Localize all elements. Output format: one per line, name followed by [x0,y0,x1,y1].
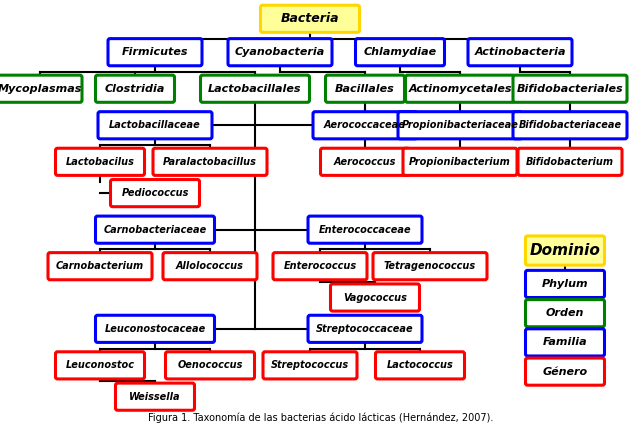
Text: Mycoplasmas: Mycoplasmas [0,84,82,94]
FancyBboxPatch shape [116,383,195,410]
FancyBboxPatch shape [261,5,360,33]
Text: Actinomycetales: Actinomycetales [408,84,512,94]
Text: Leuconostoc: Leuconostoc [65,360,135,370]
Text: Oenococcus: Oenococcus [177,360,243,370]
FancyBboxPatch shape [376,352,465,379]
Text: Vagococcus: Vagococcus [343,292,407,303]
Text: Bacillales: Bacillales [335,84,395,94]
FancyBboxPatch shape [313,112,417,139]
Text: Bifidobacteriaceae: Bifidobacteriaceae [519,120,621,130]
Text: Cyanobacteria: Cyanobacteria [235,47,325,57]
Text: Actinobacteria: Actinobacteria [474,47,566,57]
FancyBboxPatch shape [331,284,419,311]
FancyBboxPatch shape [526,300,605,327]
FancyBboxPatch shape [0,75,82,102]
Text: Streptococcus: Streptococcus [271,360,349,370]
Text: Aerococcus: Aerococcus [334,157,396,167]
FancyBboxPatch shape [98,112,212,139]
Text: Pediococcus: Pediococcus [121,188,189,198]
FancyBboxPatch shape [166,352,254,379]
Text: Carnobacteriaceae: Carnobacteriaceae [103,225,207,235]
FancyBboxPatch shape [48,253,152,280]
FancyBboxPatch shape [526,270,605,297]
FancyBboxPatch shape [356,39,444,66]
FancyBboxPatch shape [273,253,367,280]
FancyBboxPatch shape [398,112,522,139]
Text: Enterococcaceae: Enterococcaceae [318,225,412,235]
Text: Orden: Orden [546,308,584,318]
FancyBboxPatch shape [308,216,422,243]
FancyBboxPatch shape [263,352,357,379]
FancyBboxPatch shape [468,39,572,66]
FancyBboxPatch shape [526,236,605,265]
FancyBboxPatch shape [406,75,514,102]
Text: Lactococcus: Lactococcus [386,360,453,370]
Text: Tetragenococcus: Tetragenococcus [384,261,476,271]
Text: Género: Género [542,367,587,377]
Text: Clostridia: Clostridia [105,84,165,94]
Text: Chlamydiae: Chlamydiae [363,47,437,57]
Text: Firmicutes: Firmicutes [122,47,188,57]
Text: Familia: Familia [542,337,587,348]
FancyBboxPatch shape [110,180,200,207]
Text: Bifidobacterium: Bifidobacterium [526,157,614,167]
Text: Dominio: Dominio [530,243,600,258]
Text: Carnobacterium: Carnobacterium [56,261,144,271]
FancyBboxPatch shape [308,315,422,342]
FancyBboxPatch shape [96,315,214,342]
FancyBboxPatch shape [228,39,332,66]
Text: Allolococcus: Allolococcus [176,261,244,271]
FancyBboxPatch shape [325,75,404,102]
FancyBboxPatch shape [373,253,487,280]
Text: Propionibacteriaceae: Propionibacteriaceae [401,120,519,130]
Text: Paralactobacillus: Paralactobacillus [163,157,257,167]
Text: Leuconostocaceae: Leuconostocaceae [105,324,205,334]
Text: Aerococcaceae: Aerococcaceae [324,120,406,130]
FancyBboxPatch shape [200,75,309,102]
FancyBboxPatch shape [513,75,627,102]
FancyBboxPatch shape [526,329,605,356]
Text: Propionibacterium: Propionibacterium [409,157,511,167]
FancyBboxPatch shape [96,75,175,102]
Text: Lactobacillales: Lactobacillales [208,84,302,94]
FancyBboxPatch shape [96,216,214,243]
FancyBboxPatch shape [320,148,410,175]
Text: Enterococcus: Enterococcus [283,261,356,271]
Text: Lactobacilus: Lactobacilus [65,157,134,167]
Text: Phylum: Phylum [542,279,588,289]
Text: Lactobacillaceae: Lactobacillaceae [109,120,201,130]
Text: Bifidobacteriales: Bifidobacteriales [517,84,623,94]
FancyBboxPatch shape [526,358,605,385]
FancyBboxPatch shape [518,148,622,175]
FancyBboxPatch shape [55,352,144,379]
Text: Figura 1. Taxonomía de las bacterias ácido lácticas (Hernández, 2007).: Figura 1. Taxonomía de las bacterias áci… [148,412,494,423]
FancyBboxPatch shape [513,112,627,139]
Text: Bacteria: Bacteria [281,12,339,25]
FancyBboxPatch shape [163,253,257,280]
Text: Weissella: Weissella [129,392,181,402]
FancyBboxPatch shape [55,148,144,175]
FancyBboxPatch shape [108,39,202,66]
FancyBboxPatch shape [153,148,267,175]
FancyBboxPatch shape [403,148,517,175]
Text: Streptococcaceae: Streptococcaceae [317,324,414,334]
